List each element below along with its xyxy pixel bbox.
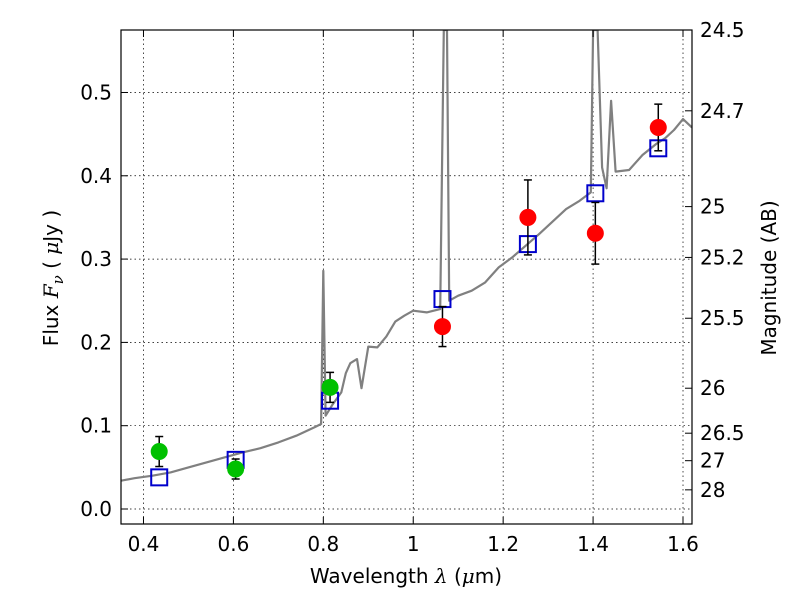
- mag-tick-label: 25.2: [700, 245, 745, 269]
- mag-tick-label: 25.5: [700, 306, 745, 330]
- mag-tick-label: 24.5: [700, 18, 745, 42]
- y-tick-label: 0.2: [80, 330, 112, 354]
- y2-axis-label: Magnitude (AB): [757, 200, 781, 355]
- mag-tick-label: 25: [700, 195, 725, 219]
- mag-tick-label: 27: [700, 449, 725, 473]
- y-tick-label: 0.1: [80, 414, 112, 438]
- y-tick-label: 0.0: [80, 497, 112, 521]
- observed-point: [586, 224, 604, 242]
- y-tick-label: 0.5: [80, 80, 112, 104]
- mag-tick-label: 28: [700, 478, 725, 502]
- mag-tick-label: 26: [700, 376, 725, 400]
- x-tick-label: 1.4: [577, 532, 609, 556]
- mag-tick-label: 24.7: [700, 99, 745, 123]
- plot-area: [121, 30, 692, 487]
- model-photometry-square: [586, 184, 605, 203]
- x-tick-label: 1: [407, 532, 420, 556]
- x-axis-label: Wavelength λ (μm): [310, 564, 502, 588]
- observed-point: [150, 443, 168, 461]
- observed-point: [433, 318, 451, 336]
- x-tick-label: 0.8: [307, 532, 339, 556]
- observed-point: [519, 208, 537, 226]
- observed-point: [649, 118, 667, 136]
- x-tick-label: 1.6: [667, 532, 699, 556]
- y-tick-label: 0.3: [80, 247, 112, 271]
- sed-model-line: [121, 30, 692, 482]
- observed-point: [227, 460, 245, 478]
- mag-tick-label: 26.5: [700, 421, 745, 445]
- grid: [121, 30, 692, 524]
- x-tick-label: 1.2: [487, 532, 519, 556]
- y-tick-label: 0.4: [80, 164, 112, 188]
- observed-point: [321, 378, 339, 396]
- model-photometry-square: [150, 468, 169, 487]
- y-axis-label: Flux Fν ( μJy ): [39, 210, 67, 346]
- x-tick-label: 0.4: [128, 532, 160, 556]
- plot-frame: [120, 29, 693, 525]
- axis-ticks: 0.4 0.6 0.8 1 1.2 1.4 1.6 0.0 0.1 0.2 0.3 0.4 0.5 24.…: [80, 18, 744, 556]
- x-tick-label: 0.6: [217, 532, 249, 556]
